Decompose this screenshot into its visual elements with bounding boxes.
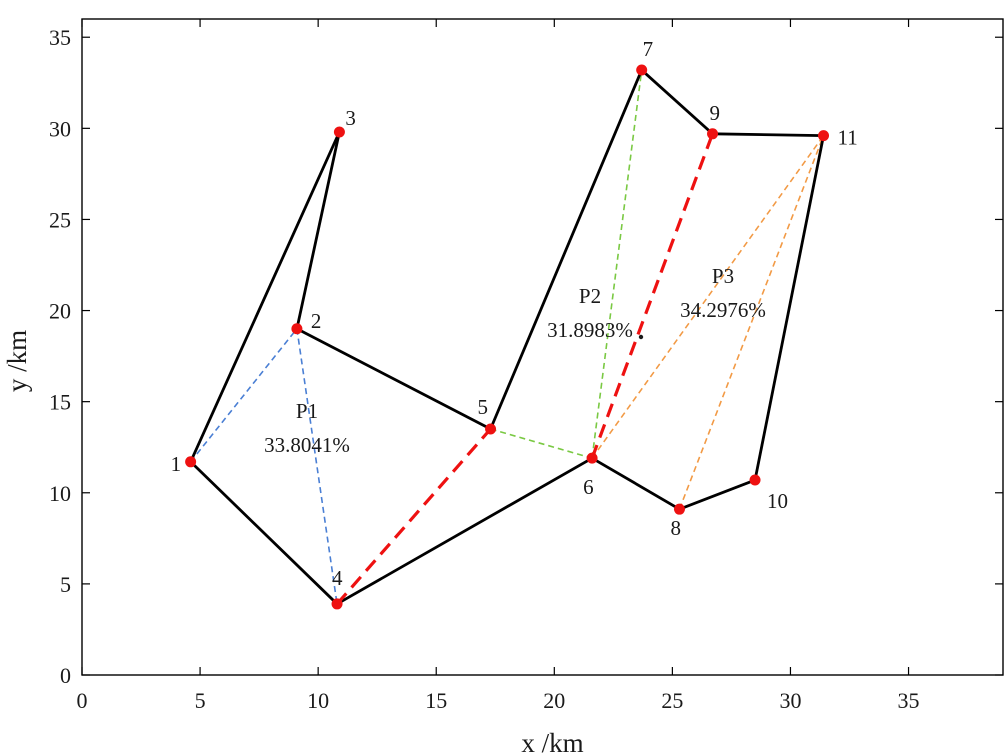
plot-frame	[81, 18, 1004, 676]
split-edge	[335, 427, 492, 605]
x-tick-label: 35	[898, 688, 920, 713]
node-label-10: 10	[767, 489, 788, 513]
node-label-2: 2	[311, 309, 322, 333]
route-edge	[712, 132, 824, 138]
node-point-1	[185, 456, 197, 468]
y-tick-label: 35	[49, 25, 71, 50]
route-edge	[189, 131, 341, 463]
node-point-11	[818, 130, 830, 142]
node-point-7	[636, 64, 648, 76]
x-tick-label: 15	[425, 688, 447, 713]
node-point-2	[291, 323, 303, 335]
route-edge	[295, 131, 341, 330]
node-point-4	[331, 598, 343, 610]
route-edge	[189, 460, 339, 605]
region-percent-p1: 33.8041%	[264, 433, 350, 457]
x-tick-label: 20	[543, 688, 565, 713]
node-point-10	[749, 474, 761, 486]
node-point-3	[333, 126, 345, 138]
partition-edge-p1	[296, 328, 338, 605]
node-label-7: 7	[643, 37, 654, 61]
y-axis-label: y /km	[2, 330, 32, 392]
route-edge	[336, 456, 593, 606]
x-axis-label: x /km	[521, 728, 583, 756]
y-tick-label: 30	[49, 116, 71, 141]
partition-edge-p2	[490, 428, 593, 459]
x-tick-label: 25	[661, 688, 683, 713]
partition-edge-p3	[591, 135, 825, 459]
x-tick-label: 30	[779, 688, 801, 713]
y-tick-label: 10	[49, 481, 71, 506]
split-edge	[590, 133, 715, 459]
region-percent-p3: 34.2976%	[680, 298, 766, 322]
partition-edge-p3	[678, 135, 825, 510]
route-edge	[678, 478, 756, 511]
y-tick-label: 25	[49, 207, 71, 232]
x-tick-label: 10	[307, 688, 329, 713]
node-label-5: 5	[478, 395, 489, 419]
route-edge	[296, 327, 492, 431]
region-label-p2: P2	[579, 284, 601, 308]
x-tick-label: 0	[77, 688, 88, 713]
partition-edge-p2	[591, 69, 643, 459]
y-tick-label: 0	[60, 663, 71, 688]
region-label-p1: P1	[296, 399, 318, 423]
y-tick-label: 20	[49, 299, 71, 324]
node-point-5	[485, 423, 497, 435]
edges-layer	[189, 68, 825, 606]
node-label-9: 9	[710, 101, 721, 125]
node-point-9	[707, 128, 719, 140]
labels-layer: 1 2 3 4 5 6 7 8 9 10 11 P1 33.8041% P2 31.8983% P3 34.29…	[171, 37, 858, 590]
region-percent-p2: 31.8983%	[547, 318, 633, 342]
node-label-8: 8	[670, 516, 681, 540]
node-label-6: 6	[583, 475, 594, 499]
route-edge	[640, 68, 714, 135]
x-tick-label: 5	[195, 688, 206, 713]
node-point-8	[673, 503, 685, 515]
region-label-p3: P3	[712, 264, 734, 288]
node-label-1: 1	[171, 452, 182, 476]
partition-edge-p1	[190, 328, 298, 463]
nodes-layer	[185, 64, 830, 610]
y-tick-label: 5	[60, 572, 71, 597]
y-tick-label: 15	[49, 390, 71, 415]
route-edge	[753, 135, 825, 481]
node-point-6	[586, 452, 598, 464]
route-edge	[489, 69, 643, 430]
node-label-11: 11	[838, 126, 858, 150]
route-edge	[591, 456, 681, 511]
node-label-4: 4	[332, 566, 343, 590]
node-label-3: 3	[345, 106, 356, 130]
p2-marker-dot	[638, 334, 644, 340]
